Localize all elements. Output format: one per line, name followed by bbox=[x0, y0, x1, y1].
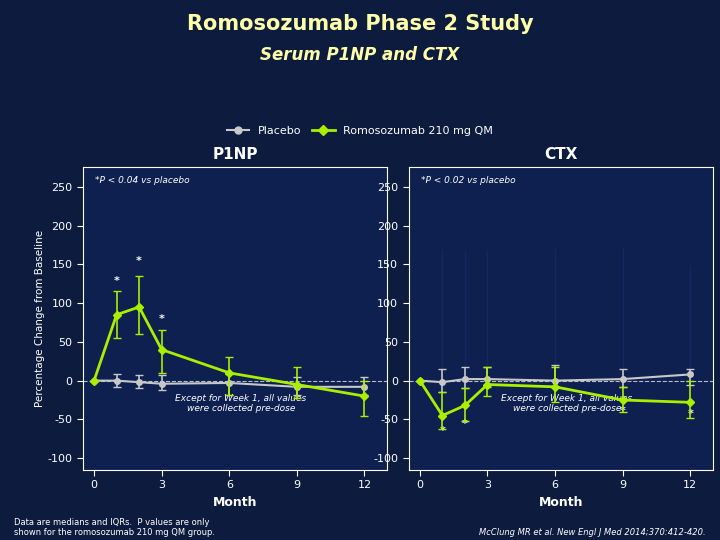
Legend: Placebo, Romosozumab 210 mg QM: Placebo, Romosozumab 210 mg QM bbox=[222, 122, 498, 140]
Text: Data are medians and IQRs.  P values are only
shown for the romosozumab 210 mg Q: Data are medians and IQRs. P values are … bbox=[14, 518, 215, 537]
Text: *: * bbox=[136, 256, 142, 266]
Text: Serum P1NP and CTX: Serum P1NP and CTX bbox=[261, 46, 459, 64]
X-axis label: Month: Month bbox=[539, 496, 583, 509]
X-axis label: Month: Month bbox=[212, 496, 257, 509]
Text: *: * bbox=[688, 409, 693, 420]
Text: *: * bbox=[462, 418, 468, 429]
Text: Except for Week 1, all values
were collected pre-dose: Except for Week 1, all values were colle… bbox=[176, 394, 307, 413]
Text: P1NP: P1NP bbox=[212, 147, 258, 162]
Text: *: * bbox=[114, 276, 120, 286]
Text: *P < 0.04 vs placebo: *P < 0.04 vs placebo bbox=[95, 177, 189, 185]
Text: CTX: CTX bbox=[544, 147, 577, 162]
Text: Romosozumab Phase 2 Study: Romosozumab Phase 2 Study bbox=[186, 14, 534, 33]
Text: *: * bbox=[439, 427, 446, 436]
Text: *: * bbox=[361, 394, 367, 404]
Text: *P < 0.02 vs placebo: *P < 0.02 vs placebo bbox=[420, 177, 516, 185]
Y-axis label: Percentage Change from Baseline: Percentage Change from Baseline bbox=[35, 230, 45, 407]
Text: McClung MR et al. New Engl J Med 2014;370:412-420.: McClung MR et al. New Engl J Med 2014;37… bbox=[479, 528, 706, 537]
Text: *: * bbox=[620, 406, 626, 415]
Text: *: * bbox=[158, 314, 165, 324]
Text: Except for Week 1, all values
were collected pre-dose: Except for Week 1, all values were colle… bbox=[501, 394, 632, 413]
